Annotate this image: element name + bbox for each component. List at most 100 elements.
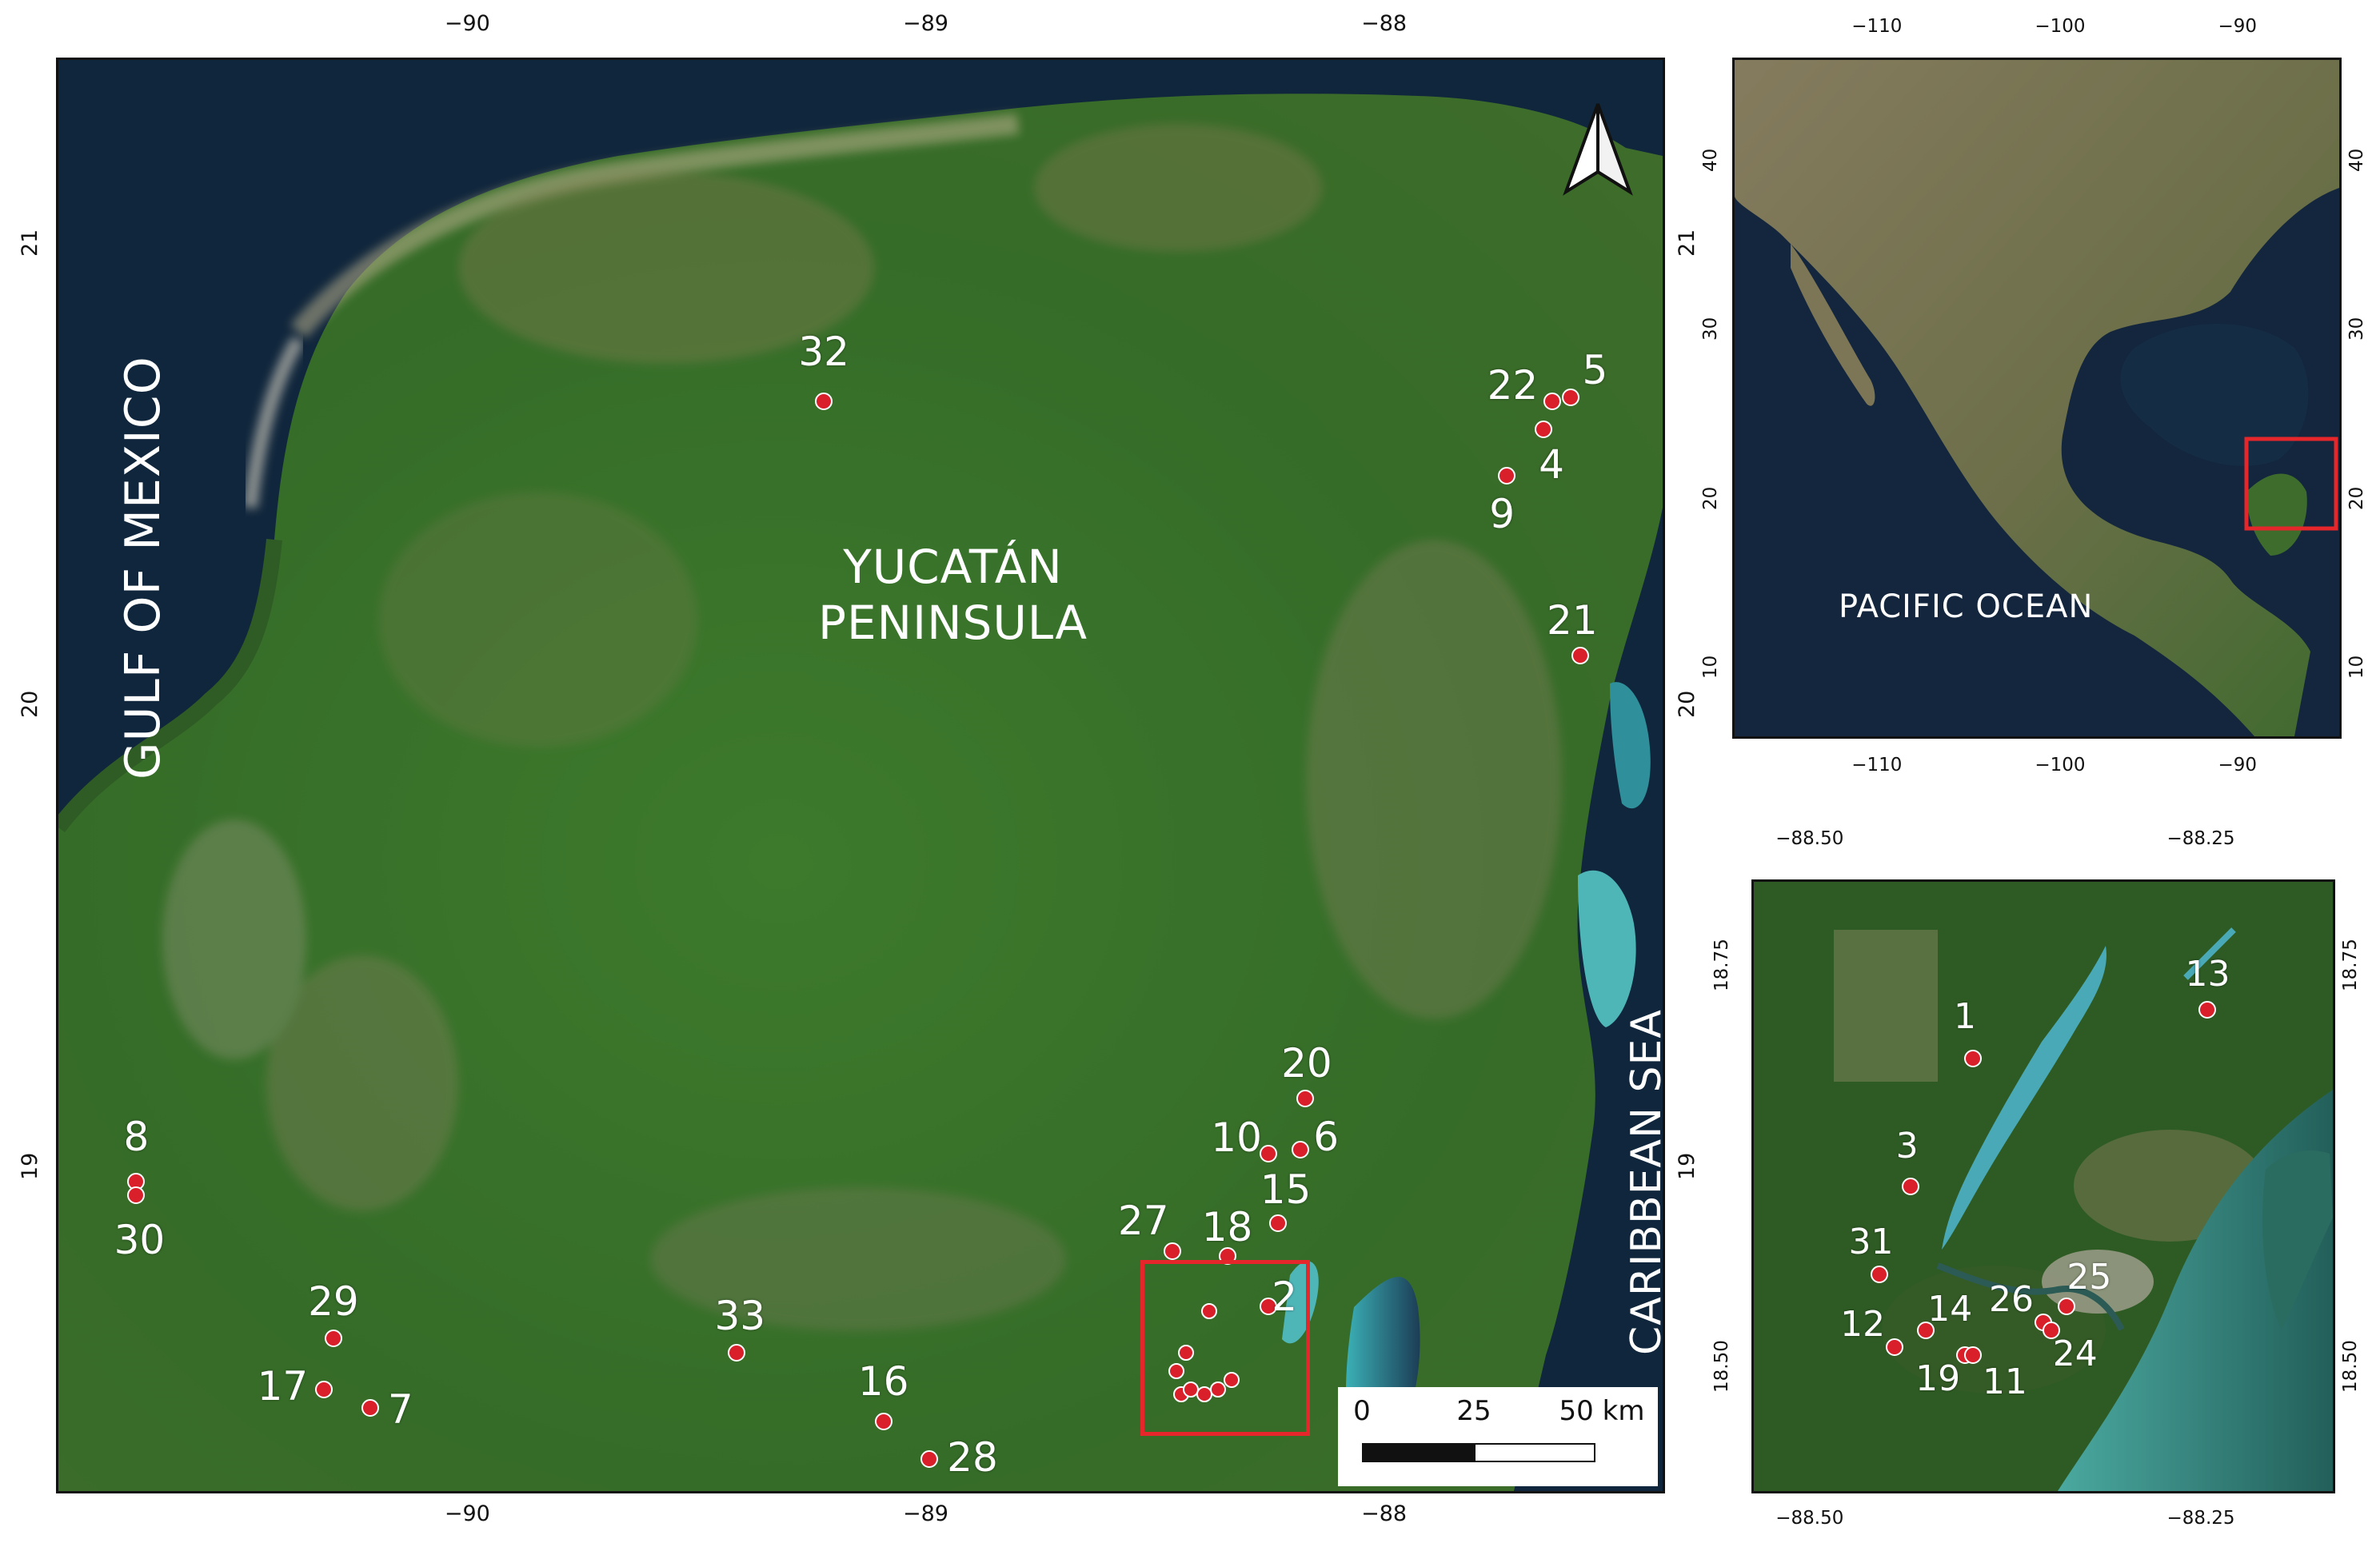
site-label-7: 7 [387, 1386, 413, 1433]
site-label-33: 33 [714, 1292, 766, 1339]
detail-label-1: 1 [1953, 995, 1976, 1037]
site-marker-7[interactable] [361, 1399, 379, 1417]
main-lon-tick-bottom-1: −89 [902, 1501, 948, 1526]
site-label-8: 8 [123, 1114, 150, 1161]
detail-marker-1[interactable] [1963, 1049, 1982, 1067]
site-marker-30[interactable] [127, 1186, 146, 1205]
detail-label-19: 19 [1915, 1358, 1961, 1399]
detail-lat-tick-left-0: 18.75 [1711, 939, 1732, 992]
cluster-marker-2[interactable] [1177, 1344, 1194, 1361]
site-marker-22[interactable] [1543, 393, 1562, 411]
detail-map[interactable]: 1 13 3 31 12 14 19 11 26 25 24 [1751, 879, 2335, 1493]
main-lon-tick-top-1: −89 [902, 11, 948, 36]
scale-bar-white [1474, 1443, 1595, 1462]
main-lat-tick-left-2: 19 [18, 1152, 42, 1180]
main-map-imagery [58, 60, 1663, 1491]
site-label-4: 4 [1539, 441, 1564, 488]
cluster-marker-3[interactable] [1168, 1362, 1185, 1379]
site-marker-28[interactable] [920, 1449, 938, 1468]
overview-highlight-box [2244, 437, 2338, 531]
scale-bar: 0 25 50 km [1338, 1387, 1658, 1486]
site-marker-21[interactable] [1571, 646, 1589, 664]
detail-lat-tick-right-1: 18.50 [2340, 1339, 2361, 1393]
detail-marker-3[interactable] [1901, 1178, 1919, 1195]
peninsula-title-line-1: YUCATÁN [843, 540, 1063, 594]
detail-label-31: 31 [1848, 1222, 1894, 1263]
overview-lon-tick-bottom-0: −110 [1851, 755, 1903, 776]
site-marker-29[interactable] [324, 1330, 342, 1348]
site-label-10: 10 [1211, 1114, 1262, 1162]
overview-lon-tick-bottom-1: −100 [2035, 755, 2086, 776]
site-marker-15[interactable] [1268, 1214, 1287, 1233]
site-marker-27[interactable] [1163, 1242, 1181, 1260]
detail-marker-25[interactable] [2058, 1298, 2076, 1316]
site-label-18: 18 [1201, 1203, 1253, 1250]
site-label-17: 17 [257, 1362, 309, 1409]
scale-bar-black [1362, 1443, 1474, 1462]
main-lat-tick-left-0: 21 [18, 229, 42, 257]
overview-map[interactable]: PACIFIC OCEAN [1732, 58, 2342, 739]
cluster-marker-8[interactable] [1224, 1372, 1240, 1389]
site-label-6: 6 [1313, 1113, 1340, 1160]
overview-lat-tick-right-0: 40 [2346, 148, 2367, 172]
site-marker-16[interactable] [874, 1413, 892, 1431]
detail-marker-31[interactable] [1870, 1266, 1888, 1284]
site-marker-10[interactable] [1260, 1145, 1278, 1163]
cluster-marker-1[interactable] [1200, 1302, 1217, 1319]
site-marker-20[interactable] [1296, 1090, 1314, 1108]
overview-lat-tick-left-0: 40 [1700, 148, 1721, 172]
detail-map-imagery [1754, 882, 2333, 1491]
overview-lat-tick-right-2: 20 [2346, 486, 2367, 510]
site-label-27: 27 [1117, 1197, 1169, 1244]
overview-lon-tick-top-1: −100 [2035, 16, 2086, 37]
site-label-29: 29 [308, 1278, 359, 1326]
overview-lon-tick-bottom-2: −90 [2218, 755, 2257, 776]
main-lat-tick-right-1: 20 [1675, 691, 1699, 719]
scale-label-0: 0 [1353, 1395, 1371, 1427]
overview-map-imagery [1735, 60, 2339, 736]
main-lat-tick-right-0: 21 [1675, 229, 1699, 257]
site-label-21: 21 [1547, 596, 1598, 644]
detail-lon-tick-bottom-0: −88.50 [1775, 1508, 1844, 1529]
site-label-2: 2 [1272, 1274, 1297, 1321]
peninsula-title: YUCATÁN PENINSULA [818, 540, 1088, 651]
detail-lat-tick-left-1: 18.50 [1711, 1339, 1732, 1393]
overview-lon-tick-top-0: −110 [1851, 16, 1903, 37]
site-marker-6[interactable] [1292, 1140, 1310, 1158]
site-marker-5[interactable] [1562, 388, 1580, 406]
detail-label-12: 12 [1840, 1303, 1886, 1345]
detail-marker-12[interactable] [1886, 1338, 1904, 1356]
overview-lat-tick-right-3: 10 [2346, 656, 2367, 680]
detail-label-13: 13 [2185, 954, 2230, 995]
site-label-32: 32 [798, 329, 849, 376]
overview-lat-tick-left-2: 20 [1700, 486, 1721, 510]
site-marker-33[interactable] [728, 1343, 746, 1362]
site-marker-9[interactable] [1498, 466, 1516, 484]
site-label-20: 20 [1281, 1040, 1332, 1087]
detail-label-24: 24 [2052, 1334, 2098, 1375]
main-map[interactable]: YUCATÁN PENINSULA GULF OF MEXICO CARIBBE… [56, 58, 1665, 1493]
detail-marker-14[interactable] [1917, 1322, 1935, 1340]
site-marker-2[interactable] [1260, 1298, 1278, 1316]
study-area-highlight-box [1140, 1260, 1310, 1436]
detail-label-3: 3 [1895, 1126, 1919, 1166]
site-marker-17[interactable] [315, 1380, 333, 1398]
scale-label-25: 25 [1456, 1395, 1491, 1427]
detail-lon-tick-top-1: −88.25 [2166, 828, 2235, 849]
site-label-22: 22 [1487, 362, 1539, 409]
detail-lon-tick-bottom-1: −88.25 [2166, 1508, 2235, 1529]
site-marker-32[interactable] [815, 393, 833, 411]
overview-lat-tick-right-1: 30 [2346, 317, 2367, 341]
detail-marker-13[interactable] [2198, 1001, 2217, 1019]
cluster-marker-7[interactable] [1210, 1381, 1227, 1397]
site-label-30: 30 [114, 1217, 166, 1264]
site-marker-4[interactable] [1534, 420, 1552, 438]
detail-marker-24[interactable] [2042, 1322, 2060, 1340]
detail-marker-11[interactable] [1963, 1346, 1982, 1364]
main-lat-tick-right-2: 19 [1675, 1152, 1699, 1180]
detail-lon-tick-top-0: −88.50 [1775, 828, 1844, 849]
main-lon-tick-bottom-2: −88 [1361, 1501, 1408, 1526]
site-label-28: 28 [947, 1433, 998, 1481]
overview-lat-tick-left-1: 30 [1700, 317, 1721, 341]
north-arrow-icon [1563, 103, 1633, 196]
